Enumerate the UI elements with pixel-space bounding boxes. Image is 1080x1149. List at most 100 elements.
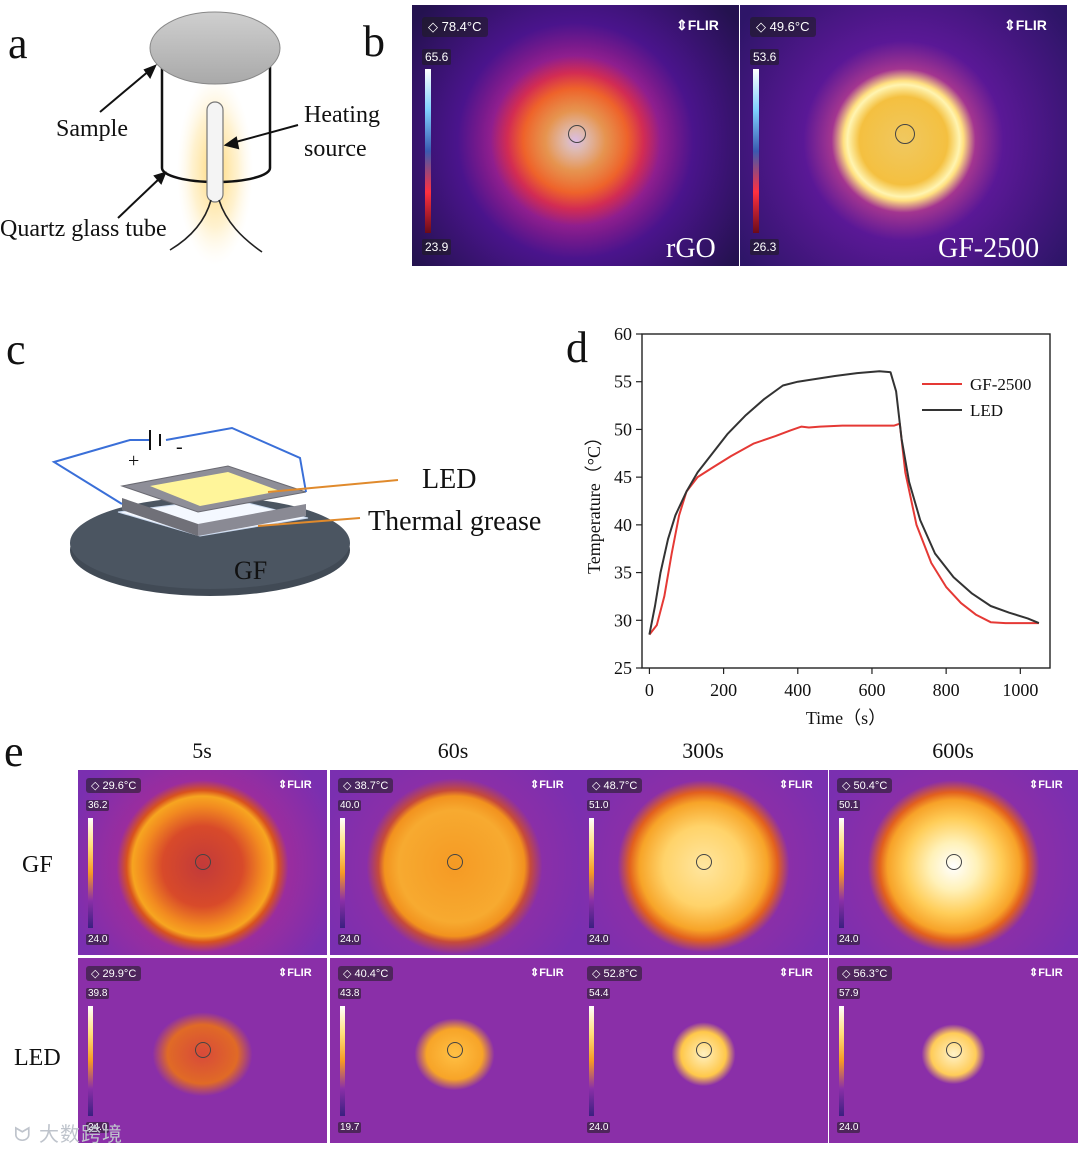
x-tick-label: 200 — [710, 680, 737, 700]
column-header-600s: 600s — [932, 738, 974, 763]
color-scale-bar — [589, 1006, 594, 1116]
arrow-heating-head — [223, 136, 240, 150]
crosshair-icon — [946, 1042, 962, 1058]
flir-logo: ⇕FLIR — [779, 967, 813, 979]
label-led: LED — [422, 464, 477, 495]
flir-logo: ⇕FLIR — [278, 779, 312, 791]
label-sample: Sample — [56, 116, 128, 142]
led-block-side-front — [122, 498, 198, 536]
y-tick-label: 45 — [614, 467, 632, 487]
cell-readout: ◇ 29.6°C — [86, 778, 142, 793]
cell-readout: ◇ 48.7°C — [587, 778, 643, 793]
panel-label-a: a — [8, 19, 28, 68]
legend-label-led: LED — [970, 401, 1003, 420]
flir-logo: ⇕FLIR — [1029, 967, 1063, 979]
arrow-sample — [99, 69, 151, 113]
scale-min-rgo: 23.9 — [422, 239, 452, 255]
panel-label-b: b — [363, 17, 385, 66]
led-block-side-right — [198, 504, 306, 536]
crosshair-icon — [696, 1042, 712, 1058]
cell-scale-min: 24.0 — [837, 934, 861, 945]
arrow-tube-head — [153, 171, 167, 185]
flir-logo: ⇕FLIR — [1004, 17, 1047, 33]
label-heating-2: source — [304, 136, 367, 162]
x-tick-label: 1000 — [1002, 680, 1038, 700]
panel-label-c: c — [6, 325, 26, 374]
cell-scale-min: 24.0 — [338, 934, 362, 945]
thermal-image-gf2500: ◇ 49.6°C ⇕FLIR 53.6 26.3 GF-2500 — [740, 5, 1067, 266]
arrow-tube — [117, 177, 161, 219]
flir-logo: ⇕FLIR — [530, 779, 564, 791]
cell-readout: ◇ 38.7°C — [338, 778, 394, 793]
circuit-wire-right — [165, 426, 307, 493]
wire-right — [218, 199, 263, 253]
cell-scale-max: 57.9 — [837, 988, 861, 999]
flir-logo-text: FLIR — [687, 17, 719, 33]
cell-scale-max: 43.8 — [338, 988, 362, 999]
cell-readout: ◇ 56.3°C — [837, 966, 893, 981]
y-tick-label: 25 — [614, 658, 632, 678]
color-scale-bar — [88, 1006, 93, 1116]
x-tick-label: 600 — [858, 680, 885, 700]
label-quartz-tube: Quartz glass tube — [0, 216, 167, 242]
battery-minus: - — [176, 436, 183, 458]
column-header-60s: 60s — [437, 738, 469, 763]
x-tick-label: 400 — [784, 680, 811, 700]
flir-logo: ⇕FLIR — [278, 967, 312, 979]
x-axis-label: Time（s） — [806, 708, 886, 728]
y-axis-label: Temperature（°C） — [584, 428, 604, 574]
cell-scale-min: 24.0 — [86, 934, 110, 945]
y-tick-label: 35 — [614, 563, 632, 583]
crosshair-icon — [447, 1042, 463, 1058]
crosshair-icon — [195, 1042, 211, 1058]
label-gf: GF — [234, 556, 268, 585]
material-label-rgo: rGO — [666, 233, 716, 264]
cell-scale-min: 24.0 — [587, 934, 611, 945]
color-scale-bar — [839, 818, 844, 928]
y-tick-label: 55 — [614, 372, 632, 392]
wire-left — [169, 199, 212, 251]
y-tick-label: 60 — [614, 324, 632, 344]
heating-setup-diagram — [99, 11, 299, 265]
cell-readout: ◇ 50.4°C — [837, 778, 893, 793]
watermark: ᗢ 大数跨境 — [14, 1122, 123, 1146]
circuit-wire — [51, 439, 150, 505]
scale-max-gf2500: 53.6 — [750, 49, 780, 65]
legend-label-gf-2500: GF-2500 — [970, 375, 1031, 394]
series-line-led — [648, 370, 1040, 635]
cell-scale-max: 36.2 — [86, 800, 110, 811]
row-header-gf: GF — [22, 852, 53, 878]
arrow-heating — [231, 124, 299, 144]
led-chip — [150, 472, 280, 506]
panel-label-e: e — [4, 727, 24, 776]
thermal-cell-gf-60s: ◇ 38.7°C ⇕FLIR 40.0 24.0 — [330, 770, 579, 955]
arrow-sample-head — [143, 64, 157, 79]
crosshair-icon — [195, 854, 211, 870]
readout-gf2500: ◇ 49.6°C — [750, 17, 816, 37]
thermal-image-rgo: ◇ 78.4°C ⇕FLIR 65.6 23.9 rGO — [412, 5, 739, 266]
leader-led — [267, 479, 399, 493]
color-scale-bar — [753, 69, 759, 233]
material-label-gf2500: GF-2500 — [938, 233, 1040, 264]
readout-rgo: ◇ 78.4°C — [422, 17, 488, 37]
flir-logo: ⇕FLIR — [676, 17, 719, 33]
cell-scale-max: 54.4 — [587, 988, 611, 999]
series-line-gf-2500 — [648, 422, 1039, 636]
led-setup-diagram — [51, 426, 399, 596]
leader-grease — [257, 517, 361, 527]
cell-scale-min: 24.0 — [86, 1122, 110, 1133]
crosshair-icon — [447, 854, 463, 870]
row-header-led: LED — [14, 1045, 61, 1071]
battery-plus: + — [128, 450, 140, 472]
column-header-5s: 5s — [192, 738, 212, 763]
color-scale-bar — [839, 1006, 844, 1116]
cell-readout: ◇ 40.4°C — [338, 966, 394, 981]
cell-readout: ◇ 52.8°C — [587, 966, 643, 981]
thermal-cell-gf-300s: ◇ 48.7°C ⇕FLIR 51.0 24.0 — [579, 770, 828, 955]
label-heating-1: Heating — [304, 102, 380, 128]
readout-gf2500-value: 49.6°C — [769, 19, 810, 34]
x-tick-label: 0 — [645, 680, 654, 700]
flir-logo-text: FLIR — [1015, 17, 1047, 33]
cell-scale-min: 24.0 — [587, 1122, 611, 1133]
